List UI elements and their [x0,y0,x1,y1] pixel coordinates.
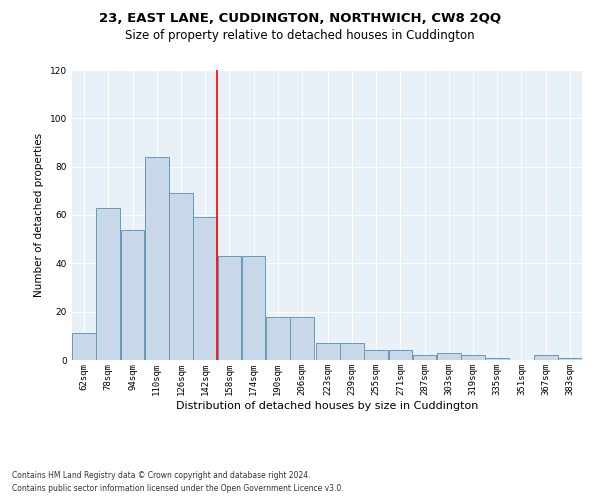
Bar [364,350,388,360]
Bar [266,316,290,360]
Bar [534,355,557,360]
Text: Contains public sector information licensed under the Open Government Licence v3: Contains public sector information licen… [12,484,344,493]
Bar [290,316,314,360]
Bar [558,358,582,360]
Bar [169,193,193,360]
Bar [340,343,364,360]
Bar [485,358,509,360]
Bar [316,343,340,360]
Bar [145,157,169,360]
Bar [242,256,265,360]
Bar [121,230,145,360]
Bar [218,256,241,360]
Text: 23 EAST LANE: 156sqm
← 75% of detached houses are smaller (334)
25% of semi-deta: 23 EAST LANE: 156sqm ← 75% of detached h… [0,499,1,500]
Bar [461,355,485,360]
Bar [72,334,96,360]
X-axis label: Distribution of detached houses by size in Cuddington: Distribution of detached houses by size … [176,400,478,410]
Y-axis label: Number of detached properties: Number of detached properties [34,133,44,297]
Bar [413,355,436,360]
Bar [193,218,217,360]
Bar [97,208,120,360]
Text: Contains HM Land Registry data © Crown copyright and database right 2024.: Contains HM Land Registry data © Crown c… [12,470,311,480]
Bar [437,353,461,360]
Bar [389,350,412,360]
Text: Size of property relative to detached houses in Cuddington: Size of property relative to detached ho… [125,29,475,42]
Text: 23, EAST LANE, CUDDINGTON, NORTHWICH, CW8 2QQ: 23, EAST LANE, CUDDINGTON, NORTHWICH, CW… [99,12,501,26]
